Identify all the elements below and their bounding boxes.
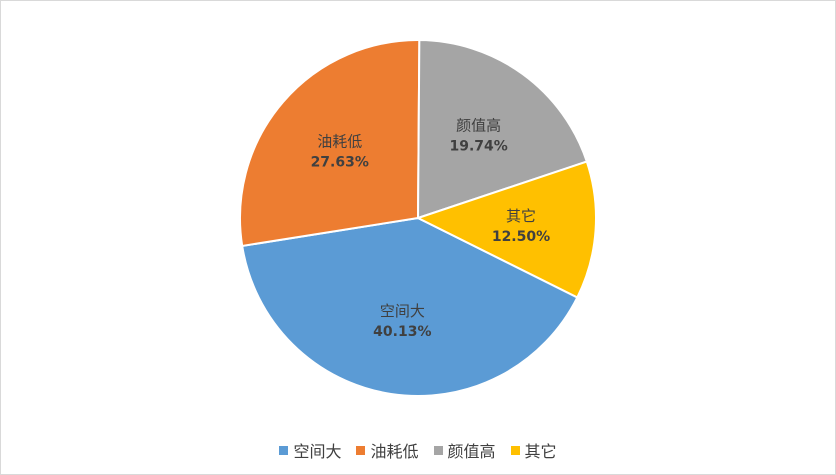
pie-labels: 空间大 40.13% 油耗低 27.63% 颜值高 19.74% 其它 12.50%	[311, 116, 551, 340]
slice-other	[415, 160, 597, 299]
legend-swatch	[510, 445, 520, 455]
pie-slices	[239, 38, 597, 397]
legend-swatch	[279, 445, 289, 455]
legend-swatch	[356, 445, 366, 455]
legend-label: 其它	[524, 442, 557, 461]
slice-space	[241, 216, 579, 397]
slice-category-label: 油耗低	[317, 133, 362, 151]
slice-category-label: 其它	[506, 207, 536, 225]
legend-item-looks: 颜值高	[433, 438, 496, 462]
legend: 空间大 油耗低 颜值高 其它	[0, 438, 836, 462]
legend-item-space: 空间大	[279, 438, 341, 462]
legend-swatch	[433, 445, 443, 455]
legend-item-other: 其它	[510, 438, 557, 462]
slice-value-label: 19.74%	[449, 138, 507, 154]
legend-label: 油耗低	[370, 442, 419, 461]
slice-value-label: 12.50%	[492, 229, 550, 245]
legend-label: 颜值高	[447, 442, 496, 461]
slice-category-label: 颜值高	[456, 116, 501, 134]
slice-fuel	[239, 39, 421, 248]
legend-item-fuel: 油耗低	[356, 438, 419, 462]
slice-value-label: 40.13%	[373, 324, 431, 340]
legend-label: 空间大	[293, 442, 342, 461]
slice-category-label: 空间大	[380, 302, 425, 320]
slice-value-label: 27.63%	[311, 155, 369, 171]
slice-looks	[416, 38, 589, 220]
